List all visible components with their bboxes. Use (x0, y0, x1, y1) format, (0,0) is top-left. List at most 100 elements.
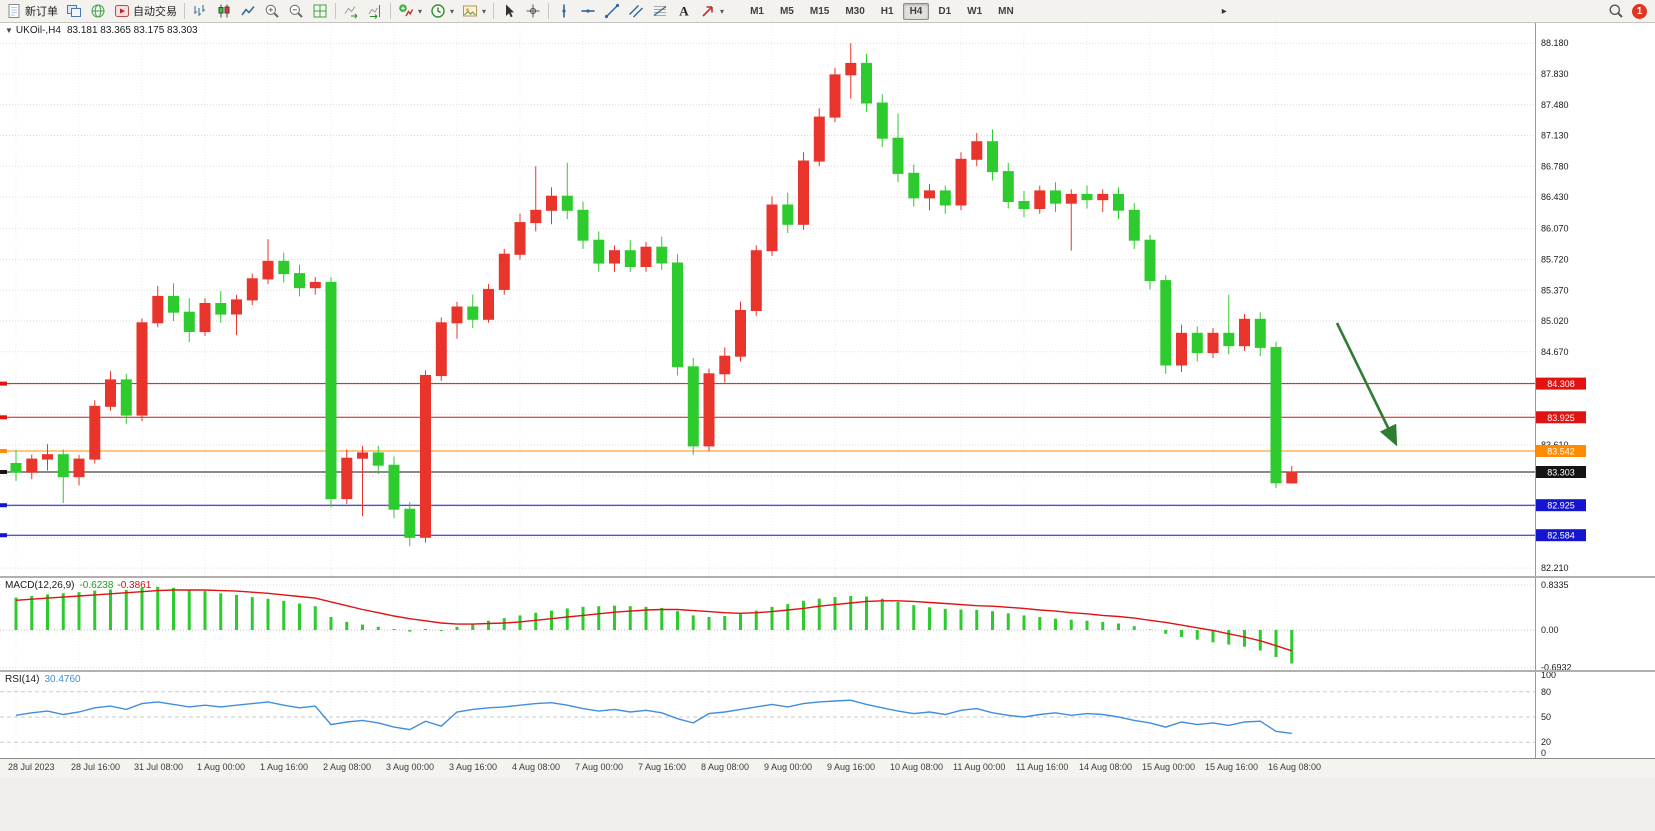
panel-splitter[interactable] (0, 670, 1655, 672)
sell-signal-arrow[interactable] (1335, 322, 1398, 447)
price-axis-label: 85.720 (1541, 254, 1569, 264)
chart-shift-icon (367, 3, 383, 19)
time-axis-label: 28 Jul 2023 (8, 762, 55, 772)
timeframe-button-h4[interactable]: H4 (902, 2, 930, 20)
candlestick-chart[interactable]: 88.180 87.830 87.480 87.130 86.780 86.430 86.0… (0, 23, 1655, 576)
window-footer (0, 777, 1655, 831)
auto-scroll-button[interactable] (339, 1, 363, 21)
arrow-objects-button[interactable]: ▾ (696, 1, 728, 21)
candle (829, 67, 841, 123)
cursor-icon (501, 3, 517, 19)
text-button[interactable]: A (672, 1, 696, 21)
time-axis-label: 3 Aug 16:00 (449, 762, 498, 772)
price-tag-label: 83.925 (1547, 413, 1575, 423)
pivot-line-83542-left-marker (0, 448, 7, 453)
rsi-axis-label: 0 (1541, 748, 1546, 758)
candle (420, 370, 431, 543)
fibonacci-button[interactable] (648, 1, 672, 21)
text-icon: A (676, 3, 692, 19)
chart-shift-button[interactable] (363, 1, 387, 21)
search-button[interactable] (1604, 1, 1628, 21)
templates-button[interactable]: ▾ (458, 1, 490, 21)
timeframe-button-m1[interactable]: M1 (750, 5, 764, 17)
main-chart-panel[interactable]: 88.180 87.830 87.480 87.130 86.780 86.430 86.0… (0, 23, 1655, 576)
tile-windows-button[interactable] (308, 1, 332, 21)
candle (1034, 185, 1046, 214)
rsi-level-lines (0, 691, 1535, 743)
candle (1254, 312, 1266, 357)
trendline-button[interactable] (600, 1, 624, 21)
candlestick-type-button[interactable] (212, 1, 236, 21)
macd-panel[interactable]: 0.8335 0.00 -0.6932 MACD(12,26,9) -0.6238 -0… (0, 578, 1655, 670)
time-axis-label: 7 Aug 16:00 (638, 762, 687, 772)
price-tag-label: 84.308 (1547, 379, 1575, 389)
candle (57, 449, 69, 503)
dropdown-caret-icon[interactable]: ▾ (482, 6, 487, 16)
timeframe-button-mn[interactable]: MN (998, 5, 1014, 17)
candle (1160, 275, 1172, 374)
templates-icon (462, 3, 478, 19)
timeframe-button-m15[interactable]: M15 (809, 5, 830, 17)
timeframe-button-w1[interactable]: W1 (967, 5, 983, 17)
candle (876, 94, 888, 147)
panel-splitter[interactable] (0, 576, 1655, 578)
horizontal-level-lines[interactable] (0, 381, 1535, 538)
candle (813, 108, 825, 167)
candle (845, 43, 857, 99)
equidistant-channel-button[interactable] (624, 1, 648, 21)
zoom-out-button[interactable] (284, 1, 308, 21)
price-tag-label: 83.542 (1547, 446, 1575, 456)
time-axis-label: 2 Aug 08:00 (323, 762, 372, 772)
candle (735, 301, 746, 362)
autotrading-button[interactable]: 自动交易 (110, 1, 181, 21)
rsi-line (15, 699, 1292, 735)
toolbar-separator (335, 3, 336, 19)
chart-windows-button[interactable] (62, 1, 86, 21)
profiles-button[interactable] (86, 1, 110, 21)
rsi-label: RSI(14) (5, 674, 40, 685)
bar-chart-type-button[interactable] (188, 1, 212, 21)
autotrading-icon (114, 3, 130, 19)
ohlc-values: 83.181 83.365 83.175 83.303 (66, 25, 198, 36)
candle (215, 291, 227, 323)
candle (1097, 189, 1109, 212)
candle (672, 254, 683, 376)
timeframe-button-m5[interactable]: M5 (779, 5, 794, 17)
zoom-in-icon (264, 3, 280, 19)
candle (640, 241, 652, 272)
periods-button[interactable]: ▾ (426, 1, 458, 21)
cursor-button[interactable] (497, 1, 521, 21)
search-icon (1608, 3, 1624, 19)
horizontal-line-button[interactable] (576, 1, 600, 21)
candle (1018, 190, 1030, 218)
time-axis-label: 28 Jul 16:00 (71, 762, 121, 772)
candle (341, 449, 353, 504)
time-axis-label: 1 Aug 16:00 (260, 762, 309, 772)
one-click-trading-toggle[interactable]: ▼ (5, 26, 13, 35)
candle (1065, 189, 1077, 251)
dropdown-caret-icon[interactable]: ▾ (418, 6, 423, 16)
timeframe-button-m30[interactable]: M30 (845, 5, 865, 17)
new-order-button[interactable]: 新订单 (2, 1, 62, 21)
candle (1144, 234, 1156, 290)
macd-indicator: 0.8335 0.00 -0.6932 (0, 578, 1572, 670)
new-order-icon (6, 3, 22, 19)
zoom-in-button[interactable] (260, 1, 284, 21)
time-axis-label: 7 Aug 00:00 (575, 762, 624, 772)
notification-badge[interactable]: 1 (1632, 3, 1647, 19)
timeframe-button-d1[interactable]: D1 (938, 5, 952, 17)
timeframe-button-h1[interactable]: H1 (880, 5, 894, 17)
price-tag (1536, 445, 1586, 457)
indicators-button[interactable]: ▾ (394, 1, 426, 21)
crosshair-button[interactable] (521, 1, 545, 21)
dropdown-caret-icon[interactable]: ▾ (450, 6, 455, 16)
dropdown-caret-icon[interactable]: ▾ (720, 6, 725, 16)
time-axis-label: 31 Jul 08:00 (134, 762, 184, 772)
price-axis-label: 84.670 (1541, 347, 1569, 357)
rsi-panel[interactable]: 100 80 50 20 0 RSI(14) 30.4760 (0, 672, 1655, 758)
toolbar-overflow-icon[interactable]: ▸ (1221, 5, 1227, 17)
line-chart-type-button[interactable] (236, 1, 260, 21)
vertical-line-button[interactable] (552, 1, 576, 21)
price-tag-label: 83.303 (1547, 467, 1575, 477)
candle (561, 162, 573, 220)
